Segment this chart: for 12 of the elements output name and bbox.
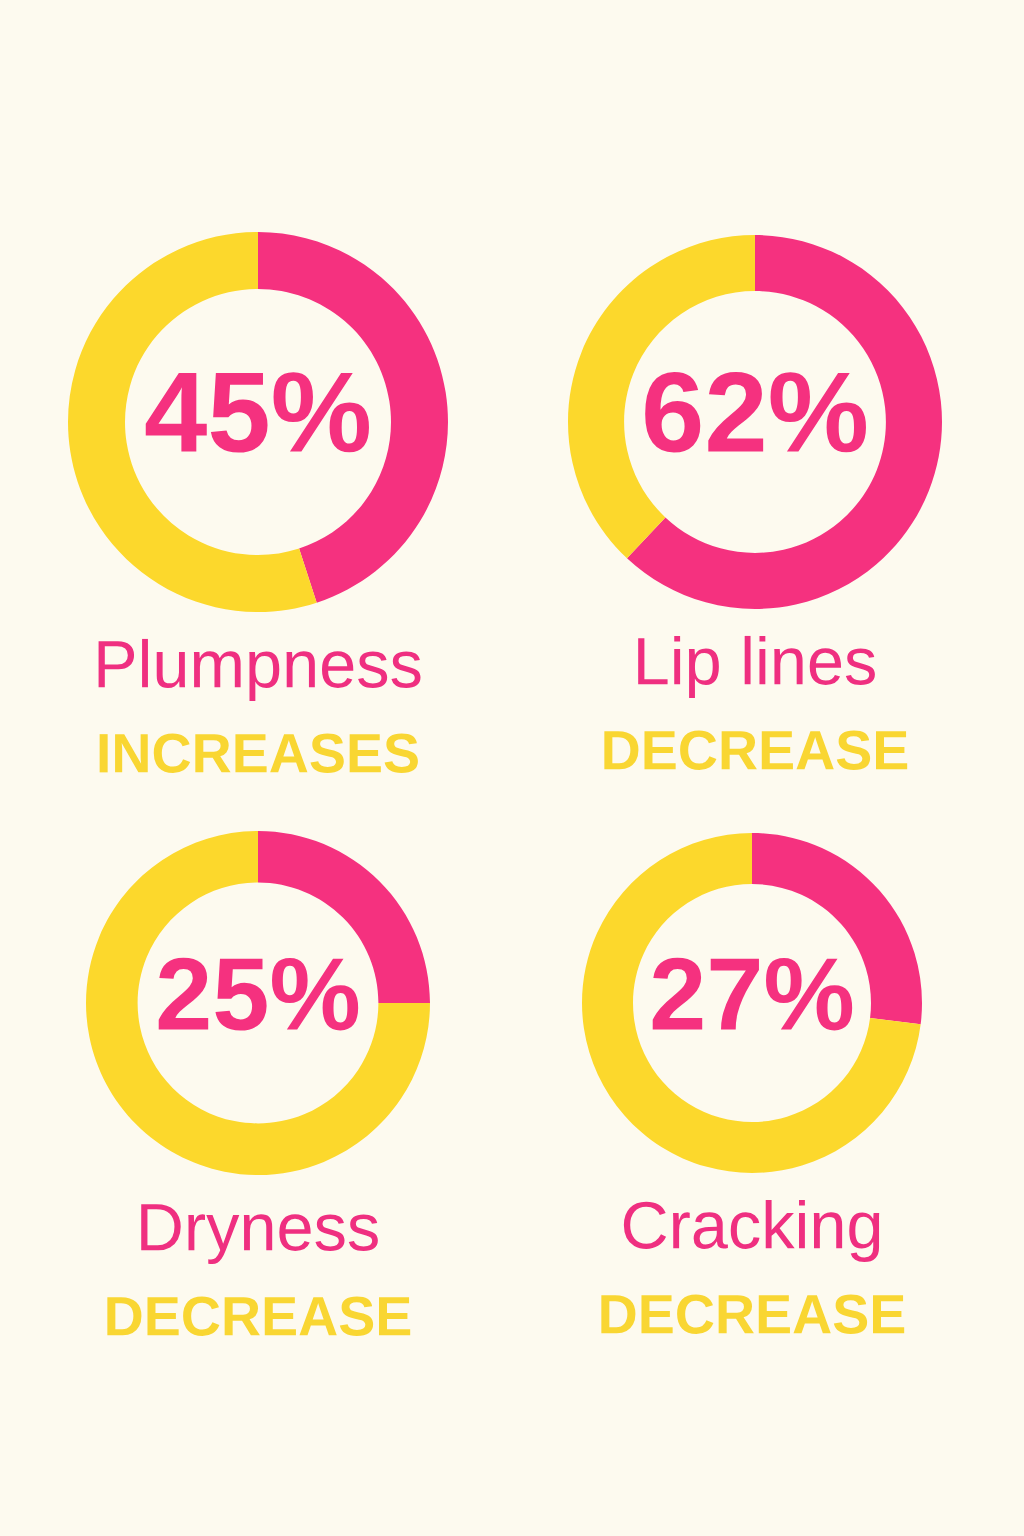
text: Dryness [141, 1204, 378, 1265]
text: DECREASE [601, 1294, 905, 1334]
text: Cracking [623, 1199, 880, 1263]
text: INCREASES [99, 733, 418, 773]
text: DECREASE [107, 1296, 411, 1336]
text: Lip lines [638, 635, 875, 699]
data-label: 45% [145, 372, 369, 453]
data-label: 25% [158, 957, 359, 1031]
text: DECREASE [604, 730, 908, 770]
text: Plumpness [98, 638, 421, 702]
data-label: 62% [645, 371, 866, 453]
data-label: 27% [652, 957, 853, 1031]
